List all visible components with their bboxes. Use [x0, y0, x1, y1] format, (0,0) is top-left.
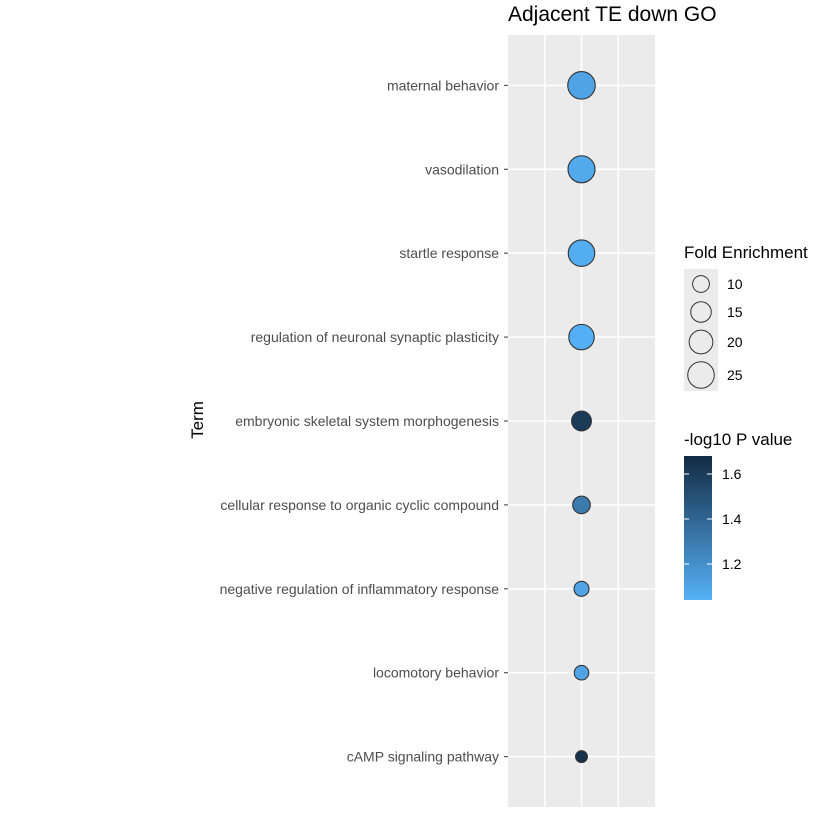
color-legend-label: 1.6: [722, 466, 742, 482]
size-legend-key: [687, 361, 715, 389]
y-tick-label: locomotory behavior: [373, 665, 499, 681]
y-tick-label: embryonic skeletal system morphogenesis: [235, 413, 499, 429]
size-legend: Fold Enrichment 10 15 20 25: [684, 243, 808, 391]
data-point: [573, 580, 590, 597]
color-legend-label: 1.4: [722, 511, 742, 527]
size-legend-label: 20: [727, 334, 743, 350]
y-tick-label: negative regulation of inflammatory resp…: [220, 581, 500, 597]
data-point: [575, 750, 588, 764]
color-bar: [684, 456, 712, 600]
data-point: [567, 155, 596, 184]
y-tick-label: startle response: [399, 245, 499, 261]
data-point: [573, 664, 590, 681]
size-legend-label: 10: [727, 276, 743, 292]
data-point: [571, 410, 592, 432]
y-tick-label: cAMP signaling pathway: [347, 749, 499, 765]
y-tick-label: maternal behavior: [387, 77, 499, 93]
size-legend-key: [692, 275, 710, 293]
size-legend-key: [688, 329, 714, 355]
size-legend-key: [690, 301, 712, 323]
data-point: [568, 323, 595, 351]
y-tick-label: regulation of neuronal synaptic plastici…: [251, 329, 499, 345]
plot-area: maternal behavior vasodilation startle res…: [220, 35, 655, 807]
data-point: [567, 239, 596, 267]
chart-title: Adjacent TE down GO: [508, 3, 717, 26]
y-tick-label: cellular response to organic cyclic comp…: [220, 497, 499, 513]
size-legend-label: 25: [727, 367, 743, 383]
size-legend-title: Fold Enrichment: [684, 243, 808, 262]
data-point: [567, 71, 596, 100]
size-legend-label: 15: [727, 304, 743, 320]
y-tick-label: vasodilation: [425, 161, 499, 177]
y-axis-label: Term: [188, 401, 207, 439]
color-legend-label: 1.2: [722, 556, 742, 572]
data-point: [572, 495, 591, 515]
color-legend-title: -log10 P value: [684, 430, 792, 449]
color-legend: -log10 P value 1.2 1.4 1.6: [684, 430, 792, 600]
